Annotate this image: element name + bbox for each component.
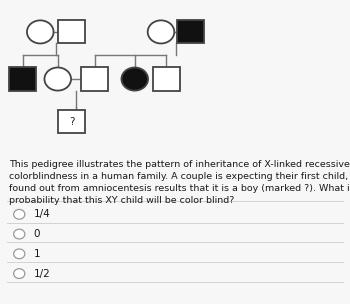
Circle shape <box>14 249 25 259</box>
Circle shape <box>148 20 174 43</box>
Bar <box>58 110 85 133</box>
Text: 1/2: 1/2 <box>34 269 50 278</box>
Bar <box>81 67 108 91</box>
Circle shape <box>27 20 54 43</box>
Circle shape <box>14 229 25 239</box>
Text: 0: 0 <box>34 229 40 239</box>
Text: ?: ? <box>69 117 75 126</box>
Bar <box>177 20 204 43</box>
Bar <box>58 20 85 43</box>
Text: 1/4: 1/4 <box>34 209 50 219</box>
Text: This pedigree illustrates the pattern of inheritance of X-linked recessive
color: This pedigree illustrates the pattern of… <box>9 160 350 205</box>
Bar <box>153 67 180 91</box>
Text: 1: 1 <box>34 249 40 259</box>
Circle shape <box>44 67 71 91</box>
Circle shape <box>14 269 25 278</box>
Bar <box>9 67 36 91</box>
Circle shape <box>14 209 25 219</box>
Circle shape <box>121 67 148 91</box>
